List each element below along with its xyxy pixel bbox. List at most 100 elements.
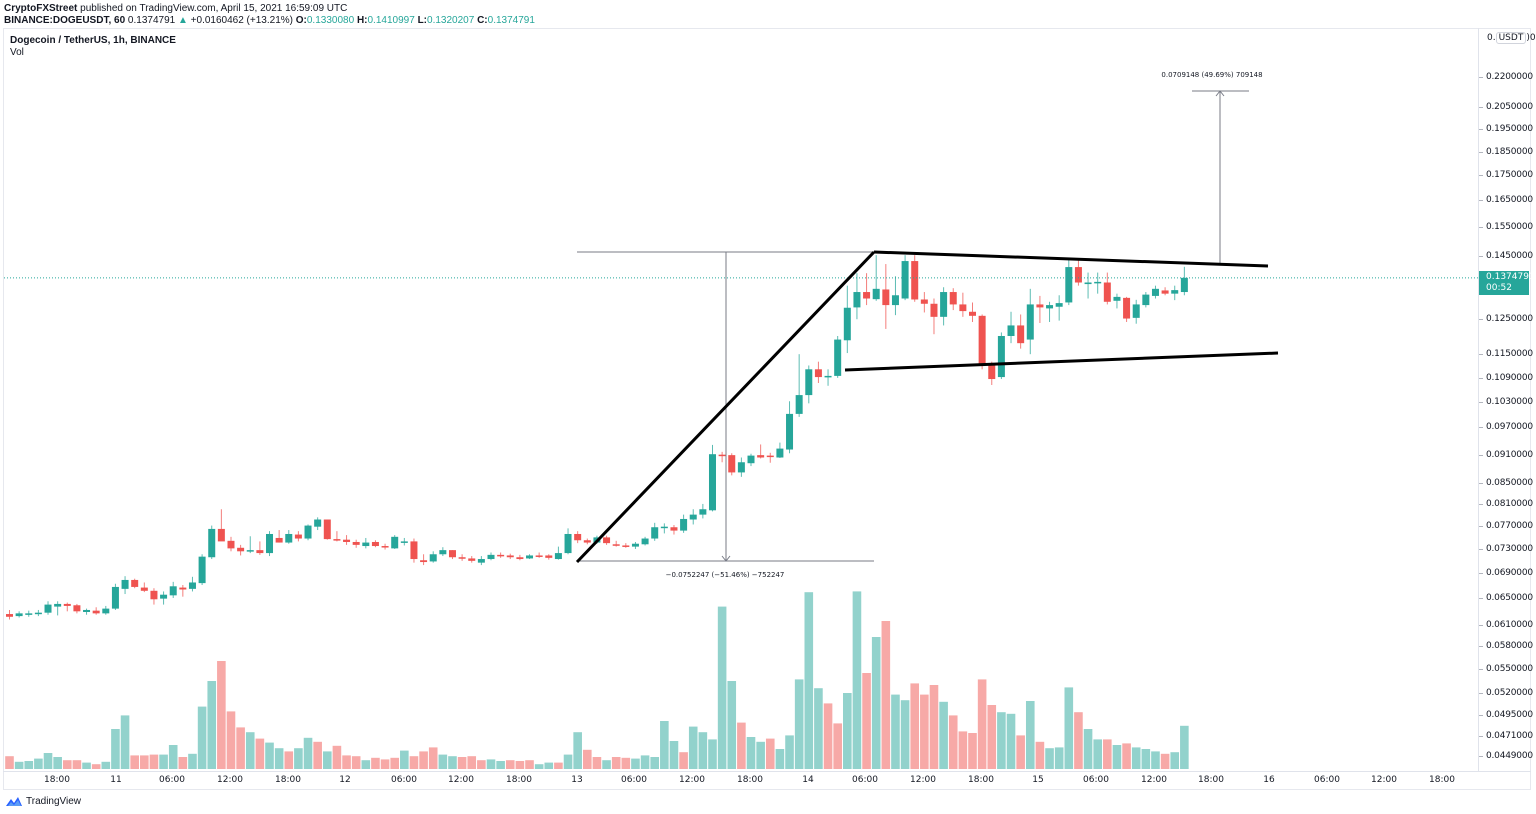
price-axis-tick bbox=[1479, 129, 1483, 130]
candle-body bbox=[285, 533, 293, 543]
time-axis-label: 06:00 bbox=[621, 775, 647, 785]
volume-bar bbox=[515, 761, 525, 769]
price-axis-label: 0.1150000 bbox=[1486, 349, 1533, 359]
volume-bar bbox=[525, 760, 534, 769]
measure-down-arrow-icon bbox=[721, 555, 731, 562]
price-axis-tick bbox=[1479, 669, 1483, 670]
price-axis-label: 0.0495000 bbox=[1486, 710, 1533, 720]
currency-label[interactable]: 0. USDT)0 bbox=[1487, 32, 1536, 44]
price-axis-label: 0.0690000 bbox=[1486, 568, 1533, 578]
currency-badge[interactable]: USDT bbox=[1495, 32, 1527, 44]
candle-body bbox=[227, 540, 235, 549]
volume-bar bbox=[794, 679, 804, 769]
candle-body bbox=[631, 543, 639, 547]
tradingview-cloud-icon bbox=[6, 797, 22, 806]
candle-body bbox=[506, 555, 514, 558]
candle-body bbox=[949, 292, 957, 305]
candle-body bbox=[612, 544, 620, 546]
volume-bar bbox=[563, 754, 573, 769]
price-axis-label: 0.1450000 bbox=[1486, 251, 1533, 261]
volume-bar bbox=[351, 756, 361, 769]
candle-body bbox=[1007, 325, 1015, 336]
candle-body bbox=[1171, 290, 1179, 294]
candle-body bbox=[468, 558, 476, 561]
volume-bar bbox=[188, 753, 197, 769]
candle-body bbox=[997, 335, 1005, 378]
volume-bar bbox=[583, 749, 592, 769]
candle-body bbox=[872, 288, 880, 300]
tradingview-logo[interactable]: TradingView bbox=[5, 795, 81, 807]
volume-bar bbox=[775, 749, 785, 769]
time-axis-label: 12 bbox=[339, 775, 351, 785]
price-axis-tick bbox=[1479, 256, 1483, 257]
volume-bar bbox=[833, 723, 842, 769]
volume-bar bbox=[197, 706, 207, 769]
price-axis-tick bbox=[1479, 598, 1483, 599]
price-axis-tick bbox=[1479, 455, 1483, 456]
candle-body bbox=[352, 541, 360, 545]
volume-bar bbox=[1112, 745, 1122, 769]
candle-body bbox=[314, 519, 322, 527]
volume-bar bbox=[1083, 729, 1093, 769]
volume-bar bbox=[1103, 739, 1112, 769]
volume-bar bbox=[284, 751, 294, 769]
volume-bar bbox=[467, 756, 477, 769]
candle-body bbox=[863, 292, 871, 299]
open-label: O: bbox=[295, 15, 307, 26]
price-axis-tick bbox=[1479, 526, 1483, 527]
time-axis-label: 18:00 bbox=[275, 775, 301, 785]
volume-bar bbox=[130, 755, 139, 769]
volume-bar bbox=[53, 757, 62, 769]
legend-volume[interactable]: Vol bbox=[10, 47, 24, 58]
volume-bar bbox=[843, 693, 852, 769]
volume-bar bbox=[650, 757, 660, 769]
volume-bar bbox=[573, 732, 582, 769]
candle-body bbox=[670, 527, 678, 531]
legend-title[interactable]: Dogecoin / TetherUS, 1h, BINANCE bbox=[10, 35, 176, 46]
volume-bar bbox=[785, 735, 794, 769]
volume-bar bbox=[862, 673, 871, 769]
candle-body bbox=[651, 527, 659, 539]
target-up-arrow-icon bbox=[1215, 90, 1225, 97]
candle-body bbox=[516, 557, 524, 560]
candle-body bbox=[545, 555, 553, 558]
time-axis-label: 18:00 bbox=[506, 775, 532, 785]
volume-bar bbox=[91, 764, 101, 769]
time-axis-label: 14 bbox=[802, 775, 814, 785]
volume-bar bbox=[929, 685, 939, 769]
volume-bar bbox=[255, 738, 265, 769]
volume-bar bbox=[24, 761, 34, 769]
volume-bar bbox=[1025, 701, 1035, 769]
volume-bar bbox=[1180, 725, 1189, 769]
volume-bar bbox=[1170, 752, 1180, 769]
time-axis-label: 13 bbox=[571, 775, 583, 785]
volume-bar bbox=[274, 748, 284, 769]
candle-body bbox=[882, 289, 890, 306]
time-axis-border bbox=[3, 771, 1531, 772]
measure-up-label: 0.0709148 (49.69%) 709148 bbox=[1161, 71, 1263, 79]
volume-bar bbox=[400, 750, 409, 769]
candle-body bbox=[362, 542, 370, 547]
time-axis-label: 18:00 bbox=[968, 775, 994, 785]
candle-body bbox=[526, 555, 534, 559]
candle-body bbox=[179, 587, 187, 590]
time-axis-label: 12:00 bbox=[679, 775, 705, 785]
volume-bar bbox=[390, 757, 399, 769]
volume-bar bbox=[505, 760, 515, 769]
volume-bar bbox=[438, 754, 448, 769]
price-axis-label: 0.0910000 bbox=[1486, 450, 1533, 460]
volume-bar bbox=[968, 733, 977, 769]
volume-bar bbox=[631, 758, 640, 769]
candle-body bbox=[1065, 267, 1073, 303]
price-axis-tick bbox=[1479, 319, 1483, 320]
volume-bar bbox=[1122, 743, 1131, 769]
candle-body bbox=[699, 509, 707, 515]
candle-body bbox=[275, 537, 283, 543]
price-axis-label: 0.0770000 bbox=[1486, 521, 1533, 531]
high-label: H: bbox=[356, 15, 368, 26]
price-axis-label: 0.0730000 bbox=[1486, 544, 1533, 554]
volume-bar bbox=[737, 722, 746, 769]
price-axis-tick bbox=[1479, 107, 1483, 108]
volume-bar bbox=[1054, 747, 1064, 769]
